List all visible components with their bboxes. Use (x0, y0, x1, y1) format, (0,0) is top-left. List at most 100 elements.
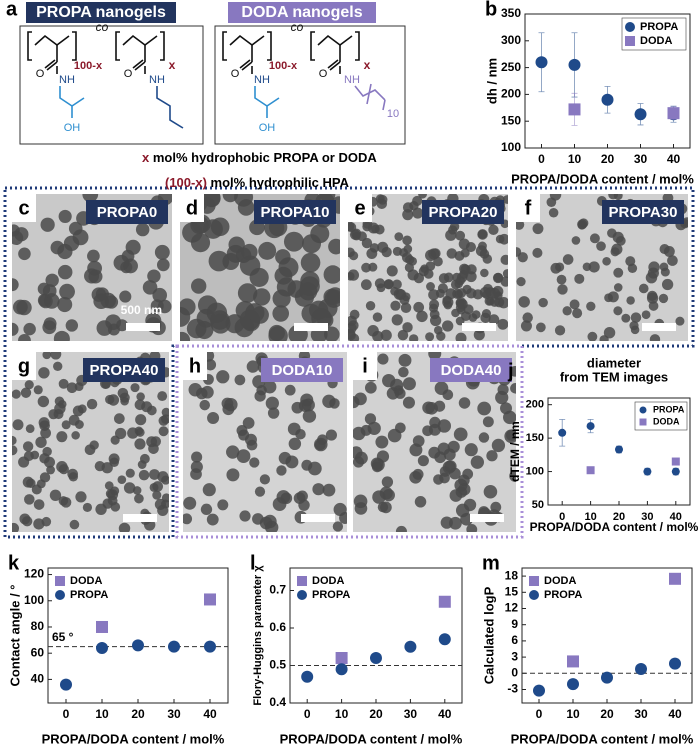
particles (348, 194, 508, 341)
particle (354, 502, 368, 515)
particle (348, 272, 355, 281)
particle (416, 310, 428, 323)
legend-marker (625, 36, 635, 46)
bond (160, 31, 165, 61)
doda-frame (175, 344, 524, 539)
tem-label: DODA40 (441, 362, 502, 379)
particle (182, 222, 203, 243)
particle (272, 497, 287, 511)
particle (118, 522, 131, 532)
tem-label: PROPA10 (261, 204, 330, 221)
y-tick-label: 3 (511, 649, 518, 663)
particle (82, 502, 92, 512)
tem-image: PROPA20 e (348, 194, 508, 341)
y-tick-label: 60 (31, 645, 45, 659)
particle (114, 427, 127, 440)
particle (26, 478, 36, 488)
tem-label-box (430, 358, 512, 382)
particle (86, 398, 98, 410)
particle (428, 248, 440, 260)
particle (43, 317, 57, 331)
y-tick-label: 100 (24, 593, 44, 607)
particle (207, 411, 220, 425)
particle (249, 457, 260, 468)
x-tick-label: 0 (536, 707, 543, 721)
scale-label: 500 nm (121, 303, 162, 317)
particle (413, 301, 425, 313)
particle (578, 218, 589, 228)
particle (152, 287, 168, 303)
atom-label: x (364, 58, 371, 72)
atom-label: NH (149, 74, 165, 86)
particle (372, 490, 386, 504)
particle (430, 314, 442, 327)
particle (645, 271, 658, 284)
particle (392, 279, 402, 290)
bond (122, 34, 158, 46)
particle (557, 284, 568, 295)
x-tick-label: 40 (668, 707, 682, 721)
scale-bar (470, 514, 504, 522)
particle (412, 207, 424, 219)
particle (571, 236, 581, 245)
particle (398, 353, 412, 367)
particle (490, 501, 502, 513)
particle (202, 483, 216, 497)
particle (180, 331, 191, 341)
particle (228, 236, 245, 253)
particle (460, 248, 470, 258)
particle (75, 491, 87, 503)
particle (302, 234, 322, 254)
x-tick-label: 30 (634, 707, 648, 721)
x-tick-label: 0 (559, 511, 565, 523)
tem-image: PROPA0 c 500 nm (12, 194, 172, 341)
particle (24, 494, 35, 505)
particle (258, 241, 277, 260)
chart-title: diameter (587, 355, 641, 370)
particle (348, 329, 356, 341)
particle (458, 397, 471, 409)
particle (555, 262, 565, 272)
x-axis-label: PROPA/DODA content / mol% (511, 731, 694, 746)
scale-bar (642, 323, 676, 331)
marker (96, 620, 108, 633)
particle (603, 326, 616, 339)
particle (41, 516, 52, 527)
particle (12, 322, 19, 336)
particle (210, 313, 231, 334)
tem-label: PROPA0 (97, 204, 158, 221)
particle (296, 490, 308, 502)
particle (477, 401, 492, 416)
particle (495, 390, 509, 405)
bond (355, 31, 360, 61)
particle (394, 388, 406, 399)
particle (12, 389, 21, 399)
bond (27, 31, 32, 61)
particle (276, 465, 287, 476)
particle (265, 396, 279, 410)
particle (478, 432, 490, 443)
particle (135, 222, 150, 237)
legend-marker (625, 22, 635, 32)
legend-marker (297, 576, 307, 586)
tem-label-box (86, 200, 168, 224)
particle (141, 401, 153, 413)
particle (295, 428, 306, 440)
particle (157, 299, 172, 314)
particle (667, 255, 678, 266)
particle (49, 489, 62, 501)
tem-label-box (261, 358, 343, 382)
particle (372, 330, 384, 341)
particle (482, 416, 494, 428)
marker (204, 593, 216, 606)
particle (302, 409, 317, 423)
note-x: x (142, 150, 150, 165)
note-2: (100-x) mol% hydrophilic HPA (165, 175, 350, 190)
particle (202, 194, 221, 207)
particle (661, 278, 674, 291)
tem-label-box (602, 200, 684, 224)
particle (630, 312, 642, 323)
particle (613, 283, 623, 292)
marker (669, 657, 681, 670)
